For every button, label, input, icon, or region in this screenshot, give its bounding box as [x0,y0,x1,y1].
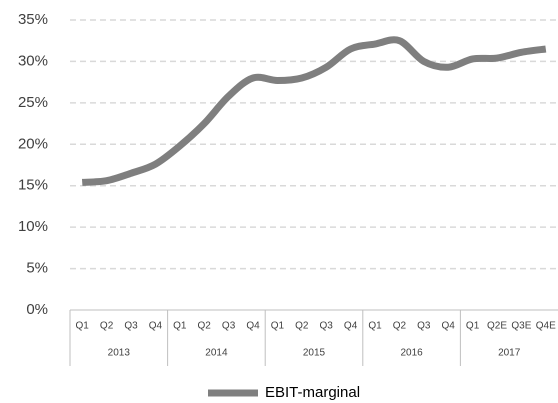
x-tick-label: Q2E [487,321,507,332]
legend-label: EBIT-marginal [265,384,360,401]
x-tick-label: Q2 [198,321,212,332]
group-label: 2017 [498,348,521,359]
x-tick-label: Q3 [417,321,431,332]
group-label: 2016 [400,348,423,359]
x-tick-label: Q4 [442,321,456,332]
x-tick-label: Q2 [100,321,114,332]
x-tick-label: Q2 [295,321,309,332]
x-tick-label: Q1 [368,321,382,332]
y-tick-label: 10% [18,218,48,235]
y-tick-label: 30% [18,52,48,69]
group-label: 2014 [205,348,228,359]
group-label: 2015 [303,348,326,359]
y-tick-label: 20% [18,135,48,152]
group-label: 2013 [108,348,131,359]
x-tick-label: Q1 [466,321,480,332]
x-tick-label: Q3 [320,321,334,332]
y-tick-label: 0% [26,301,48,318]
x-tick-label: Q1 [173,321,187,332]
x-tick-label: Q3 [124,321,138,332]
x-tick-label: Q1 [76,321,90,332]
x-tick-label: Q1 [271,321,285,332]
x-tick-label: Q3E [511,321,531,332]
x-tick-label: Q2 [393,321,407,332]
x-tick-label: Q4E [536,321,556,332]
x-tick-label: Q4 [246,321,260,332]
y-tick-label: 35% [18,11,48,28]
y-tick-label: 15% [18,177,48,194]
x-tick-label: Q4 [149,321,163,332]
series-line [81,36,547,186]
y-tick-label: 5% [26,260,48,277]
x-tick-label: Q3 [222,321,236,332]
y-tick-label: 25% [18,94,48,111]
x-tick-label: Q4 [344,321,358,332]
